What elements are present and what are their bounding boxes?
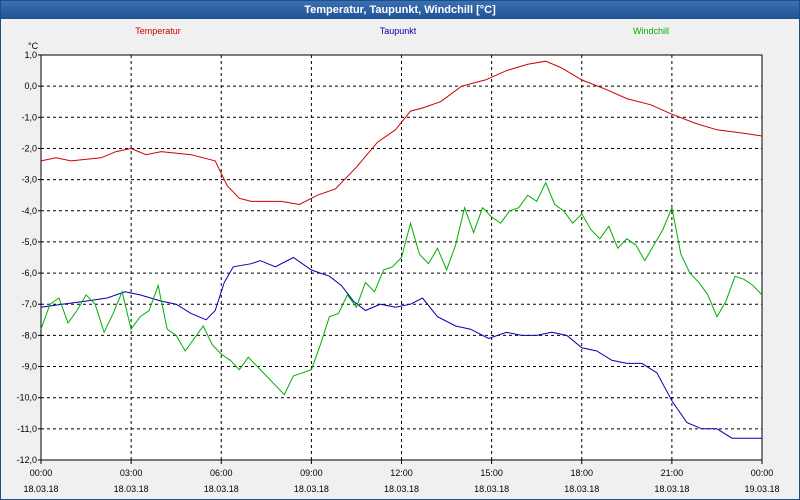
- y-axis-unit: °C: [28, 41, 39, 51]
- series-line-taupunkt: [40, 256, 762, 439]
- legend-windchill: Windchill: [633, 26, 669, 36]
- y-tick-label: -7,0: [21, 299, 37, 309]
- x-tick-time: 21:00: [661, 468, 684, 478]
- y-tick-label: -3,0: [21, 175, 37, 185]
- x-tick-time: 06:00: [210, 468, 233, 478]
- y-tick-label: -6,0: [21, 268, 37, 278]
- x-tick-date: 18.03.18: [474, 484, 509, 494]
- window-title: Temperatur, Taupunkt, Windchill [°C]: [1, 1, 799, 19]
- y-tick-label: -4,0: [21, 206, 37, 216]
- x-axis-ticks: 00:00 18.03.18 03:00 18.03.18 06:00 18.03.18 0…: [23, 460, 780, 494]
- y-tick-label: -12,0: [16, 455, 37, 465]
- y-axis-ticks: 1,0 0,0 -1,0 -2,0 -3,0 -4,0 -5,0 -6,0 -7,0 -8,0 -9…: [16, 50, 41, 465]
- x-tick-time: 00:00: [751, 468, 774, 478]
- grid-lines: [41, 55, 762, 460]
- x-tick-date: 18.03.18: [294, 484, 329, 494]
- y-tick-label: -9,0: [21, 362, 37, 372]
- legend-taupunkt: Taupunkt: [380, 26, 417, 36]
- series-lines: [40, 60, 763, 439]
- x-tick-date: 18.03.18: [114, 484, 149, 494]
- x-tick-time: 18:00: [570, 468, 593, 478]
- y-tick-label: 0,0: [24, 81, 37, 91]
- legend-temperatur: Temperatur: [135, 26, 181, 36]
- y-tick-label: -8,0: [21, 330, 37, 340]
- y-tick-label: -11,0: [17, 424, 37, 434]
- x-tick-date: 18.03.18: [384, 484, 419, 494]
- series-line-temperatur: [40, 60, 763, 206]
- chart-svg: 1,0 0,0 -1,0 -2,0 -3,0 -4,0 -5,0 -6,0 -7,0 -8,0 -9…: [16, 26, 780, 494]
- x-tick-date: 19.03.18: [744, 484, 779, 494]
- y-tick-label: -2,0: [21, 143, 37, 153]
- x-tick-time: 15:00: [480, 468, 503, 478]
- series-line-windchill: [40, 181, 763, 396]
- x-tick-date: 18.03.18: [204, 484, 239, 494]
- x-tick-date: 18.03.18: [564, 484, 599, 494]
- legend: Temperatur Taupunkt Windchill: [135, 26, 669, 36]
- x-tick-date: 18.03.18: [654, 484, 689, 494]
- x-tick-time: 00:00: [30, 468, 53, 478]
- x-tick-time: 03:00: [120, 468, 143, 478]
- y-tick-label: -1,0: [21, 112, 37, 122]
- y-tick-label: -5,0: [21, 237, 37, 247]
- x-tick-time: 09:00: [300, 468, 323, 478]
- y-tick-label: -10,0: [16, 393, 37, 403]
- y-tick-label: 1,0: [24, 50, 37, 60]
- x-tick-time: 12:00: [390, 468, 413, 478]
- x-tick-date: 18.03.18: [23, 484, 58, 494]
